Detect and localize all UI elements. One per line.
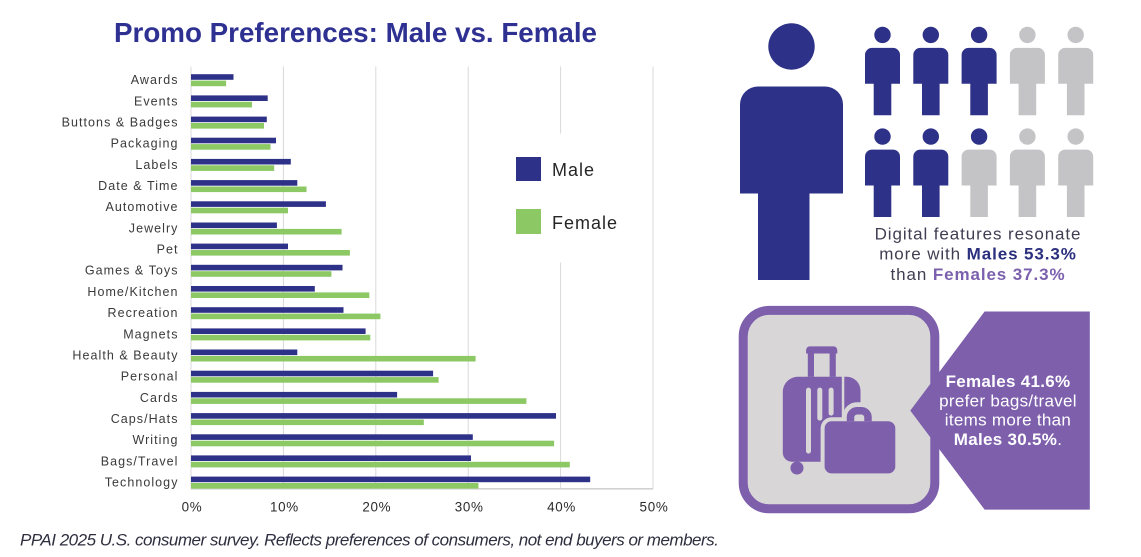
svg-text:Females 41.6%: Females 41.6% xyxy=(946,372,1071,391)
svg-text:Date & Time: Date & Time xyxy=(98,179,178,193)
svg-text:30%: 30% xyxy=(455,499,484,514)
svg-text:PPAI 2025 U.S. consumer survey: PPAI 2025 U.S. consumer survey. Reflects… xyxy=(20,531,718,550)
svg-text:Awards: Awards xyxy=(131,73,179,87)
svg-text:Games & Toys: Games & Toys xyxy=(85,264,179,278)
svg-text:Males 30.5%.: Males 30.5%. xyxy=(954,430,1063,449)
svg-text:20%: 20% xyxy=(362,499,391,514)
svg-text:50%: 50% xyxy=(640,499,669,514)
svg-text:Caps/Hats: Caps/Hats xyxy=(111,412,179,426)
svg-text:more with Males 53.3%: more with Males 53.3% xyxy=(879,245,1077,264)
svg-text:Pet: Pet xyxy=(157,243,179,257)
svg-text:Labels: Labels xyxy=(135,158,178,172)
svg-text:Buttons & Badges: Buttons & Badges xyxy=(62,116,179,130)
svg-text:Personal: Personal xyxy=(121,370,179,384)
svg-text:Events: Events xyxy=(134,94,179,108)
svg-text:Technology: Technology xyxy=(105,476,179,490)
svg-text:Recreation: Recreation xyxy=(108,306,179,320)
svg-text:than Females 37.3%: than Females 37.3% xyxy=(891,265,1066,284)
svg-text:0%: 0% xyxy=(182,499,203,514)
svg-text:items more than: items more than xyxy=(945,411,1071,430)
svg-text:Cards: Cards xyxy=(140,391,179,405)
svg-text:10%: 10% xyxy=(270,499,299,514)
svg-text:Jewelry: Jewelry xyxy=(129,221,179,235)
svg-text:Health & Beauty: Health & Beauty xyxy=(72,348,178,362)
svg-text:Packaging: Packaging xyxy=(111,137,179,151)
svg-text:Promo Preferences: Male vs. Fe: Promo Preferences: Male vs. Female xyxy=(114,17,597,48)
svg-text:Writing: Writing xyxy=(132,433,178,447)
svg-text:prefer bags/travel: prefer bags/travel xyxy=(939,391,1077,410)
svg-text:Digital features resonate: Digital features resonate xyxy=(875,224,1082,243)
svg-text:Magnets: Magnets xyxy=(123,327,178,341)
svg-text:Female: Female xyxy=(552,213,618,233)
svg-text:40%: 40% xyxy=(547,499,576,514)
svg-text:Home/Kitchen: Home/Kitchen xyxy=(87,285,178,299)
svg-text:Male: Male xyxy=(552,160,595,180)
svg-text:Bags/Travel: Bags/Travel xyxy=(101,454,179,468)
svg-text:Automotive: Automotive xyxy=(105,200,178,214)
